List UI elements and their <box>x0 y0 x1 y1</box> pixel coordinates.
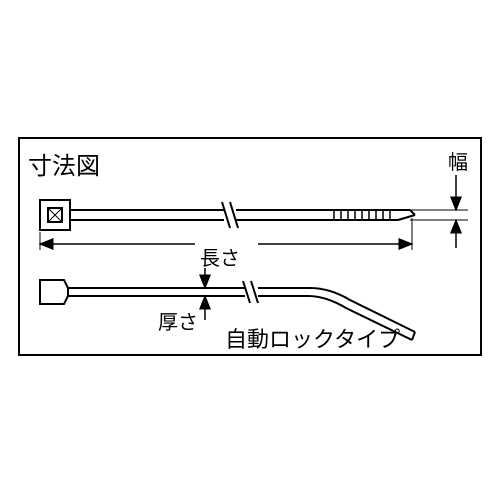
side-tie <box>40 280 415 340</box>
diagram-canvas: 寸法図 幅 長さ 厚さ 自動ロックタイプ <box>0 0 500 500</box>
length-dimension <box>40 218 412 250</box>
width-dimension <box>410 175 468 248</box>
top-tie <box>40 200 415 230</box>
diagram-svg <box>0 0 500 500</box>
